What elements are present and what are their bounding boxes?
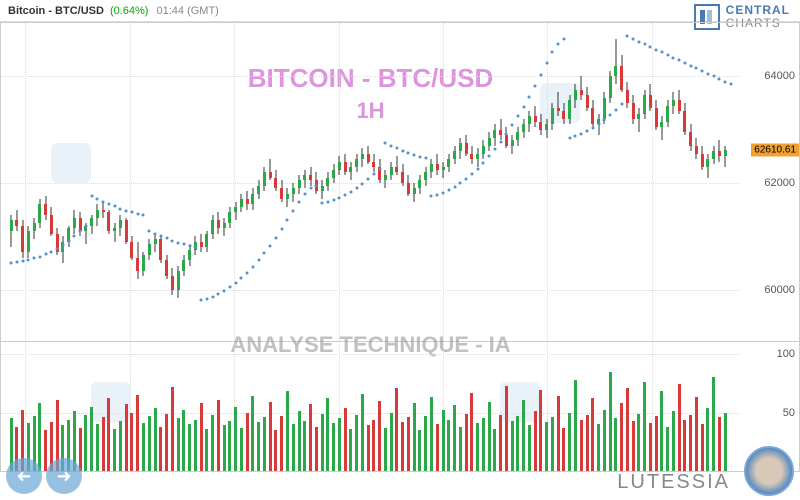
last-update-time: 01:44 (GMT) — [156, 5, 218, 17]
ytick-label: 100 — [777, 348, 795, 360]
chart-header: Bitcoin - BTC/USD (0.64%) 01:44 (GMT) — [0, 0, 800, 22]
prev-button[interactable]: ➜ — [6, 458, 42, 494]
watermark-title: BITCOIN - BTC/USD — [1, 63, 740, 94]
indicator-chart[interactable]: ANALYSE TECHNIQUE - IA — [0, 342, 740, 472]
price-chart[interactable]: BITCOIN - BTC/USD 1H — [0, 22, 740, 342]
next-button[interactable]: ➜ — [46, 458, 82, 494]
brand-watermark: LUTESSIA — [617, 471, 730, 494]
watermark-timeframe: 1H — [1, 98, 740, 124]
avatar-icon[interactable] — [744, 446, 794, 496]
ytick-label: 62000 — [764, 177, 795, 189]
change-percent: (0.64%) — [110, 5, 149, 17]
current-price-badge: 62610.61 — [751, 144, 799, 157]
instrument-name: Bitcoin - BTC/USD — [8, 5, 104, 17]
price-axis: 60000 62000 64000 62610.61 — [740, 22, 800, 342]
ytick-label: 50 — [783, 407, 795, 419]
ytick-label: 60000 — [764, 284, 795, 296]
ytick-label: 64000 — [764, 70, 795, 82]
